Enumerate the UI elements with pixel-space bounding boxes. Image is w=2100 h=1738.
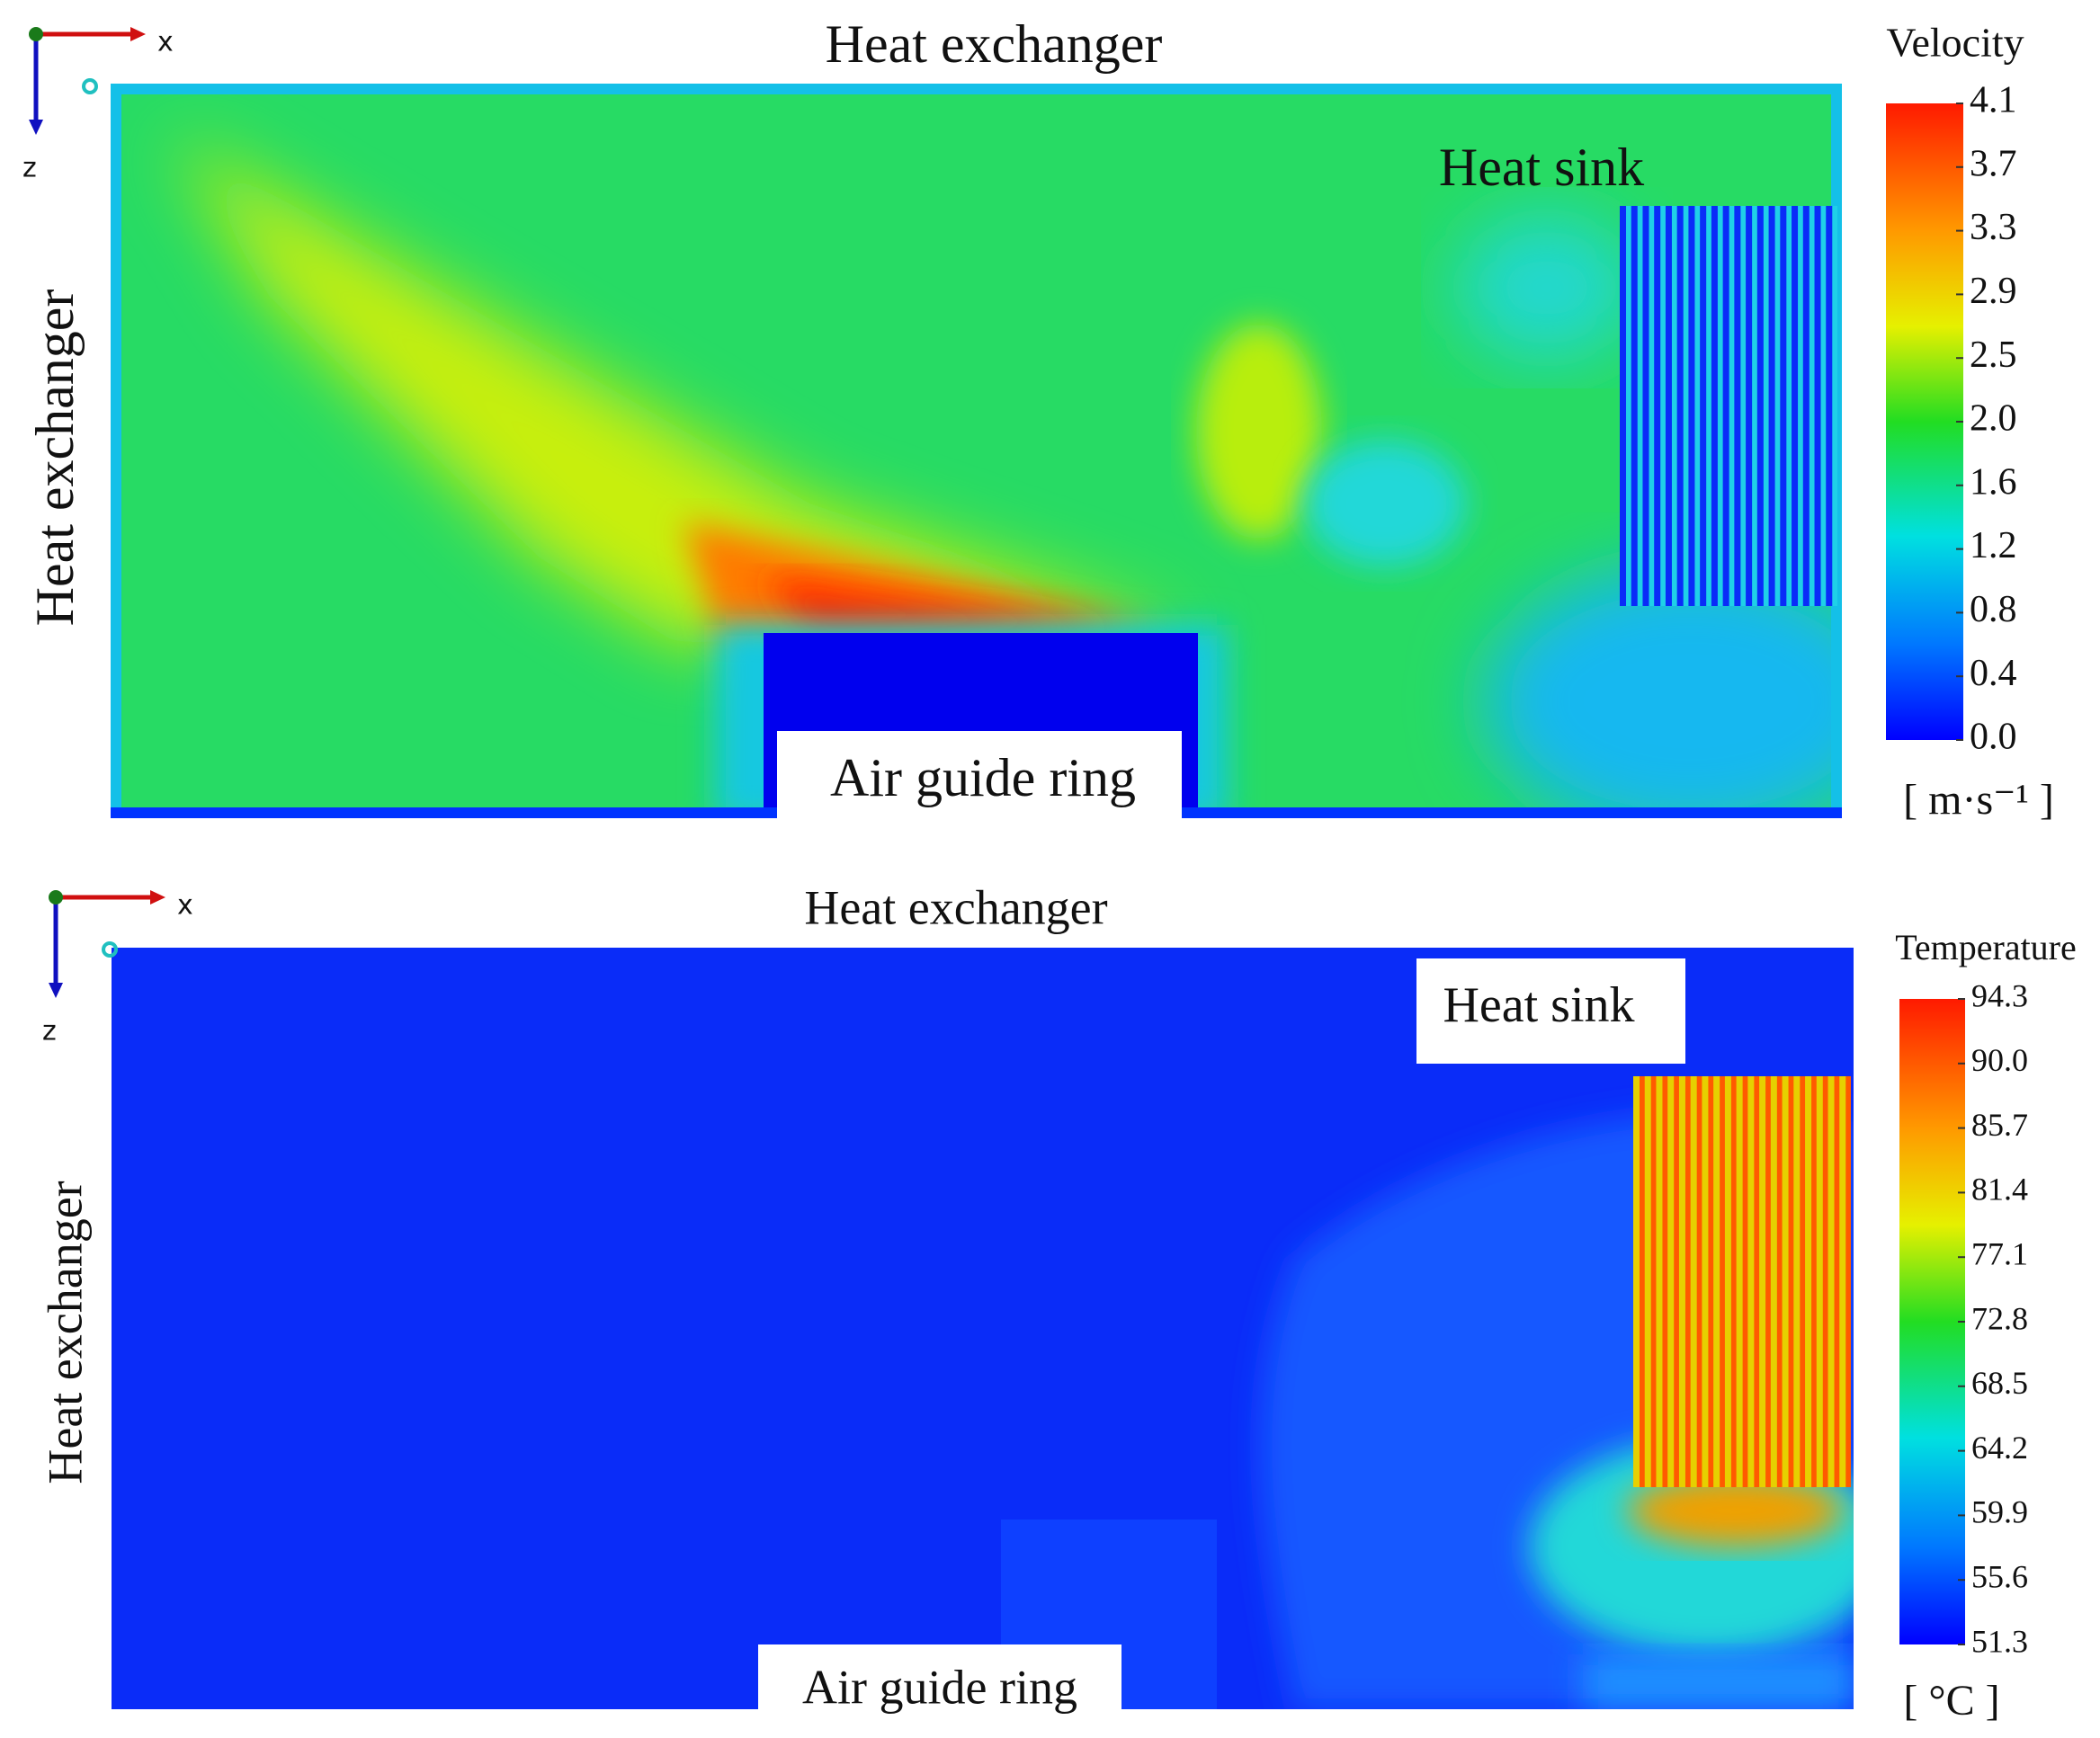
tick-label: 3.7: [1970, 143, 2017, 184]
fin: [1667, 1076, 1675, 1487]
fin: [1690, 1076, 1697, 1487]
axis-x-label: x: [177, 890, 193, 922]
fin: [1642, 206, 1649, 606]
left-label: Heat exchanger: [38, 1181, 92, 1484]
fin: [1633, 1076, 1640, 1487]
heat-sink-fins: [1633, 1076, 1851, 1487]
fin: [1620, 206, 1627, 606]
label-box: [777, 731, 1182, 818]
fin: [1711, 206, 1718, 606]
tick-label: 59.9: [1971, 1494, 2028, 1530]
fin: [1688, 206, 1695, 606]
fin: [1644, 1076, 1651, 1487]
axis-origin: [49, 890, 63, 905]
fin: [1802, 206, 1810, 606]
fin: [1665, 206, 1672, 606]
top-label: Heat exchanger: [826, 14, 1163, 74]
ring-label: Air guide ring: [830, 748, 1136, 807]
tick-label: 0.8: [1970, 589, 2017, 630]
heat-sink-fins: [1620, 206, 1837, 606]
tick-label: 2.0: [1970, 398, 2017, 440]
fin: [1654, 206, 1661, 606]
tick-label: 94.3: [1971, 977, 2028, 1013]
axis-origin: [29, 27, 43, 41]
tick-label: 0.4: [1970, 653, 2017, 694]
tick-label: 1.2: [1970, 525, 2017, 566]
tick-label: 72.8: [1971, 1300, 2028, 1336]
colorbar: [1899, 999, 1965, 1644]
tick-label: 3.3: [1970, 207, 2017, 248]
tick-label: 90.0: [1971, 1042, 2028, 1078]
velocity-field: [111, 84, 1842, 818]
colorbar: [1886, 103, 1963, 740]
tick-label: 0.0: [1970, 717, 2017, 758]
heat-sink-label: Heat sink: [1443, 977, 1634, 1033]
fin: [1770, 1076, 1777, 1487]
left-label: Heat exchanger: [25, 290, 85, 627]
axis-arrow: [150, 890, 165, 905]
fin: [1805, 1076, 1812, 1487]
colorbar-title: Temperature: [1895, 927, 2077, 967]
heat-sink-label: Heat sink: [1439, 138, 1644, 197]
fin: [1722, 206, 1729, 606]
fin: [1756, 206, 1764, 606]
fin: [1734, 206, 1741, 606]
axis-z-label: z: [22, 153, 37, 184]
fin: [1827, 1076, 1835, 1487]
label-box: [1416, 958, 1685, 1064]
tick-label: 64.2: [1971, 1430, 2028, 1466]
tick-label: 77.1: [1971, 1235, 2028, 1271]
fin: [1713, 1076, 1720, 1487]
fin: [1676, 206, 1684, 606]
fin: [1782, 1076, 1789, 1487]
axis-arrow: [49, 983, 63, 998]
fin: [1814, 206, 1821, 606]
tick-label: 81.4: [1971, 1172, 2028, 1208]
fin: [1792, 206, 1799, 606]
fin: [1747, 1076, 1755, 1487]
top-label: Heat exchanger: [804, 880, 1107, 934]
tick-label: 2.5: [1970, 334, 2017, 376]
axis-y: [102, 941, 118, 958]
fin: [1768, 206, 1775, 606]
axis-arrow: [29, 120, 43, 135]
axis-arrow: [130, 27, 146, 41]
tick-label: 4.1: [1970, 80, 2017, 121]
axis-z-label: z: [42, 1016, 57, 1047]
fin: [1724, 1076, 1731, 1487]
axis-y: [82, 78, 98, 94]
tick-label: 1.6: [1970, 461, 2017, 503]
fin: [1759, 1076, 1766, 1487]
tick-label: 51.3: [1971, 1623, 2028, 1659]
fin: [1793, 1076, 1801, 1487]
tick-label: 55.6: [1971, 1558, 2028, 1594]
fin: [1780, 206, 1787, 606]
fin: [1816, 1076, 1823, 1487]
axis-x-label: x: [157, 27, 174, 58]
fin: [1839, 1076, 1846, 1487]
tick-label: 68.5: [1971, 1365, 2028, 1401]
fin: [1700, 206, 1707, 606]
ring-label: Air guide ring: [802, 1660, 1077, 1714]
fin: [1702, 1076, 1709, 1487]
fin: [1826, 206, 1833, 606]
fin: [1678, 1076, 1685, 1487]
tick-label: 2.9: [1970, 271, 2017, 312]
colorbar-title: Velocity: [1886, 20, 2024, 66]
fin: [1746, 206, 1753, 606]
fin: [1736, 1076, 1743, 1487]
fin: [1656, 1076, 1663, 1487]
colorbar-unit: [ °C ]: [1903, 1677, 1999, 1725]
fin: [1631, 206, 1638, 606]
label-box: [758, 1644, 1121, 1716]
colorbar-unit: [ m·s⁻¹ ]: [1903, 776, 2054, 824]
tick-label: 85.7: [1971, 1107, 2028, 1143]
